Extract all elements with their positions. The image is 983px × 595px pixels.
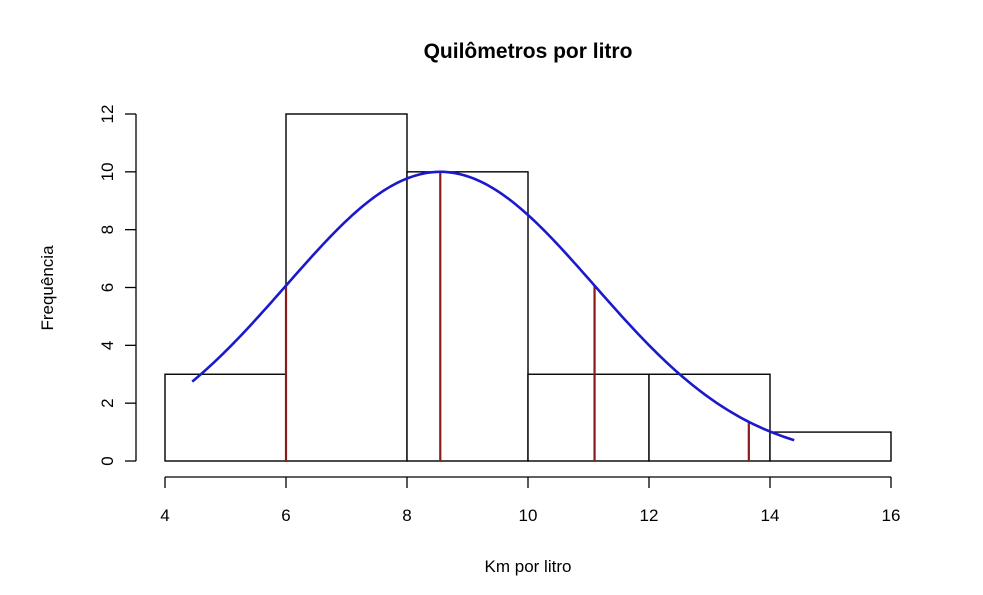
x-tick-label: 6 bbox=[281, 506, 290, 525]
y-tick-label: 8 bbox=[98, 225, 117, 234]
y-axis: 0 2 4 6 8 10 12 bbox=[98, 105, 137, 466]
normal-curve bbox=[191, 170, 795, 442]
histogram-bar bbox=[406, 171, 529, 462]
x-axis-label: Km por litro bbox=[485, 557, 572, 576]
chart-title: Quilômetros por litro bbox=[424, 40, 633, 63]
histogram-bar bbox=[769, 431, 892, 462]
y-tick-label: 12 bbox=[98, 105, 117, 124]
histogram-bar bbox=[648, 373, 771, 462]
y-tick-label: 0 bbox=[98, 456, 117, 465]
x-tick-label: 16 bbox=[882, 506, 901, 525]
x-axis: 4 6 8 10 12 14 16 bbox=[160, 476, 901, 525]
x-tick-label: 8 bbox=[402, 506, 411, 525]
y-axis-label: Frequência bbox=[38, 245, 57, 331]
x-tick-label: 12 bbox=[640, 506, 659, 525]
y-tick-label: 6 bbox=[98, 283, 117, 292]
histogram-bar bbox=[285, 113, 408, 462]
x-tick-label: 14 bbox=[761, 506, 780, 525]
x-tick-label: 10 bbox=[519, 506, 538, 525]
histogram-bar bbox=[527, 373, 650, 462]
histogram-bars bbox=[164, 113, 892, 462]
x-tick-label: 4 bbox=[160, 506, 169, 525]
y-tick-label: 10 bbox=[98, 162, 117, 181]
reference-lines bbox=[284, 171, 750, 461]
histogram-bar bbox=[164, 373, 287, 462]
y-tick-label: 4 bbox=[98, 341, 117, 350]
y-tick-label: 2 bbox=[98, 398, 117, 407]
